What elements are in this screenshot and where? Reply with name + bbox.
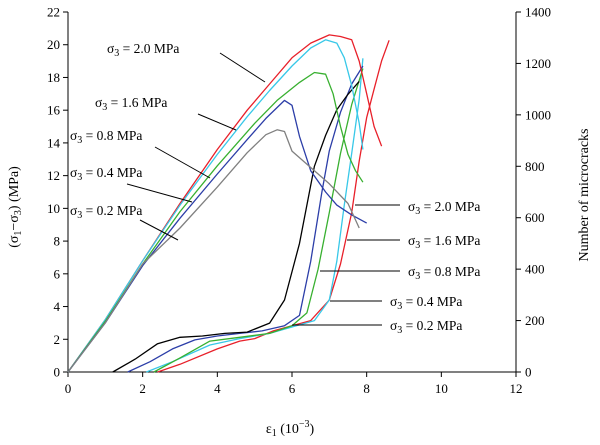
annotation-leader-left (197, 113, 237, 131)
y-left-tick-label: 10 (47, 201, 60, 216)
annotation-leader-left (139, 219, 179, 241)
y-right-tick-label: 1200 (525, 56, 551, 71)
y-left-tick-label: 22 (47, 5, 60, 20)
tick-marks: 0 2 4 6 8 10 120246810121416182022020040060080… (47, 5, 551, 397)
x-tick-label: 2 (139, 381, 146, 396)
y-axis-left-title: (σ1−σ3) (MPa) (7, 166, 24, 248)
y-right-tick-label: 0 (525, 365, 532, 380)
annotation-label-left: σ3 = 0.4 MPa (70, 165, 142, 183)
annotation-leader-left (154, 146, 211, 179)
stress-line-30-8-mpa (67, 71, 364, 373)
microcrack-line-31-6-mpa (146, 58, 364, 373)
y-left-tick-label: 6 (54, 266, 61, 281)
annotations: σ3 = 2.0 MPa σ3 = 1.6 MPa σ3 = 0.8 MPa σ3 =… (70, 41, 480, 336)
y-left-tick-label: 20 (47, 37, 60, 52)
series-lines (67, 34, 390, 373)
y-right-tick-label: 800 (525, 159, 545, 174)
y-right-tick-label: 1400 (525, 5, 551, 20)
annotation-label-right: σ3 = 0.2 MPa (390, 318, 462, 336)
annotation-label-right: σ3 = 2.0 MPa (408, 199, 480, 217)
y-left-tick-label: 0 (54, 365, 61, 380)
x-axis-title: ε1 (10−3) (266, 419, 315, 439)
x-tick-label: 12 (510, 381, 523, 396)
stress-line-30-4-mpa (67, 99, 368, 373)
annotation-label-left: σ3 = 0.2 MPa (70, 203, 142, 221)
y-left-tick-label: 16 (47, 103, 61, 118)
y-right-tick-label: 1000 (525, 107, 551, 122)
y-left-tick-label: 4 (54, 299, 61, 314)
microcrack-line-32-0-mpa (157, 40, 390, 373)
y-right-tick-label: 600 (525, 210, 545, 225)
annotation-label-left: σ3 = 1.6 MPa (95, 95, 167, 113)
y-right-tick-label: 400 (525, 262, 545, 277)
stress-line-31-6-mpa (67, 39, 364, 373)
y-axis-right-title: Number of microcracks (577, 129, 592, 262)
x-tick-label: 0 (65, 381, 72, 396)
microcrack-line-30-8-mpa (153, 68, 364, 373)
annotation-leader-left (126, 183, 193, 203)
annotation-label-right: σ3 = 0.8 MPa (408, 264, 480, 282)
stress-line-30-2-mpa (67, 129, 360, 373)
annotation-label-right: σ3 = 1.6 MPa (408, 233, 480, 251)
annotation-label-right: σ3 = 0.4 MPa (390, 294, 462, 312)
y-left-tick-label: 12 (47, 168, 60, 183)
x-tick-label: 10 (435, 381, 448, 396)
y-left-tick-label: 14 (47, 135, 61, 150)
y-right-tick-label: 200 (525, 313, 545, 328)
y-left-tick-label: 8 (54, 234, 61, 249)
y-left-tick-label: 2 (54, 332, 61, 347)
x-tick-label: 6 (289, 381, 296, 396)
annotation-label-left: σ3 = 0.8 MPa (70, 128, 142, 146)
annotation-leader-left (219, 52, 266, 83)
x-tick-label: 8 (363, 381, 370, 396)
microcrack-line-30-4-mpa (127, 65, 364, 373)
y-left-tick-label: 18 (47, 70, 60, 85)
x-tick-label: 4 (214, 381, 221, 396)
annotation-label-left: σ3 = 2.0 MPa (107, 41, 179, 59)
microcrack-line-30-2-mpa (112, 80, 360, 373)
